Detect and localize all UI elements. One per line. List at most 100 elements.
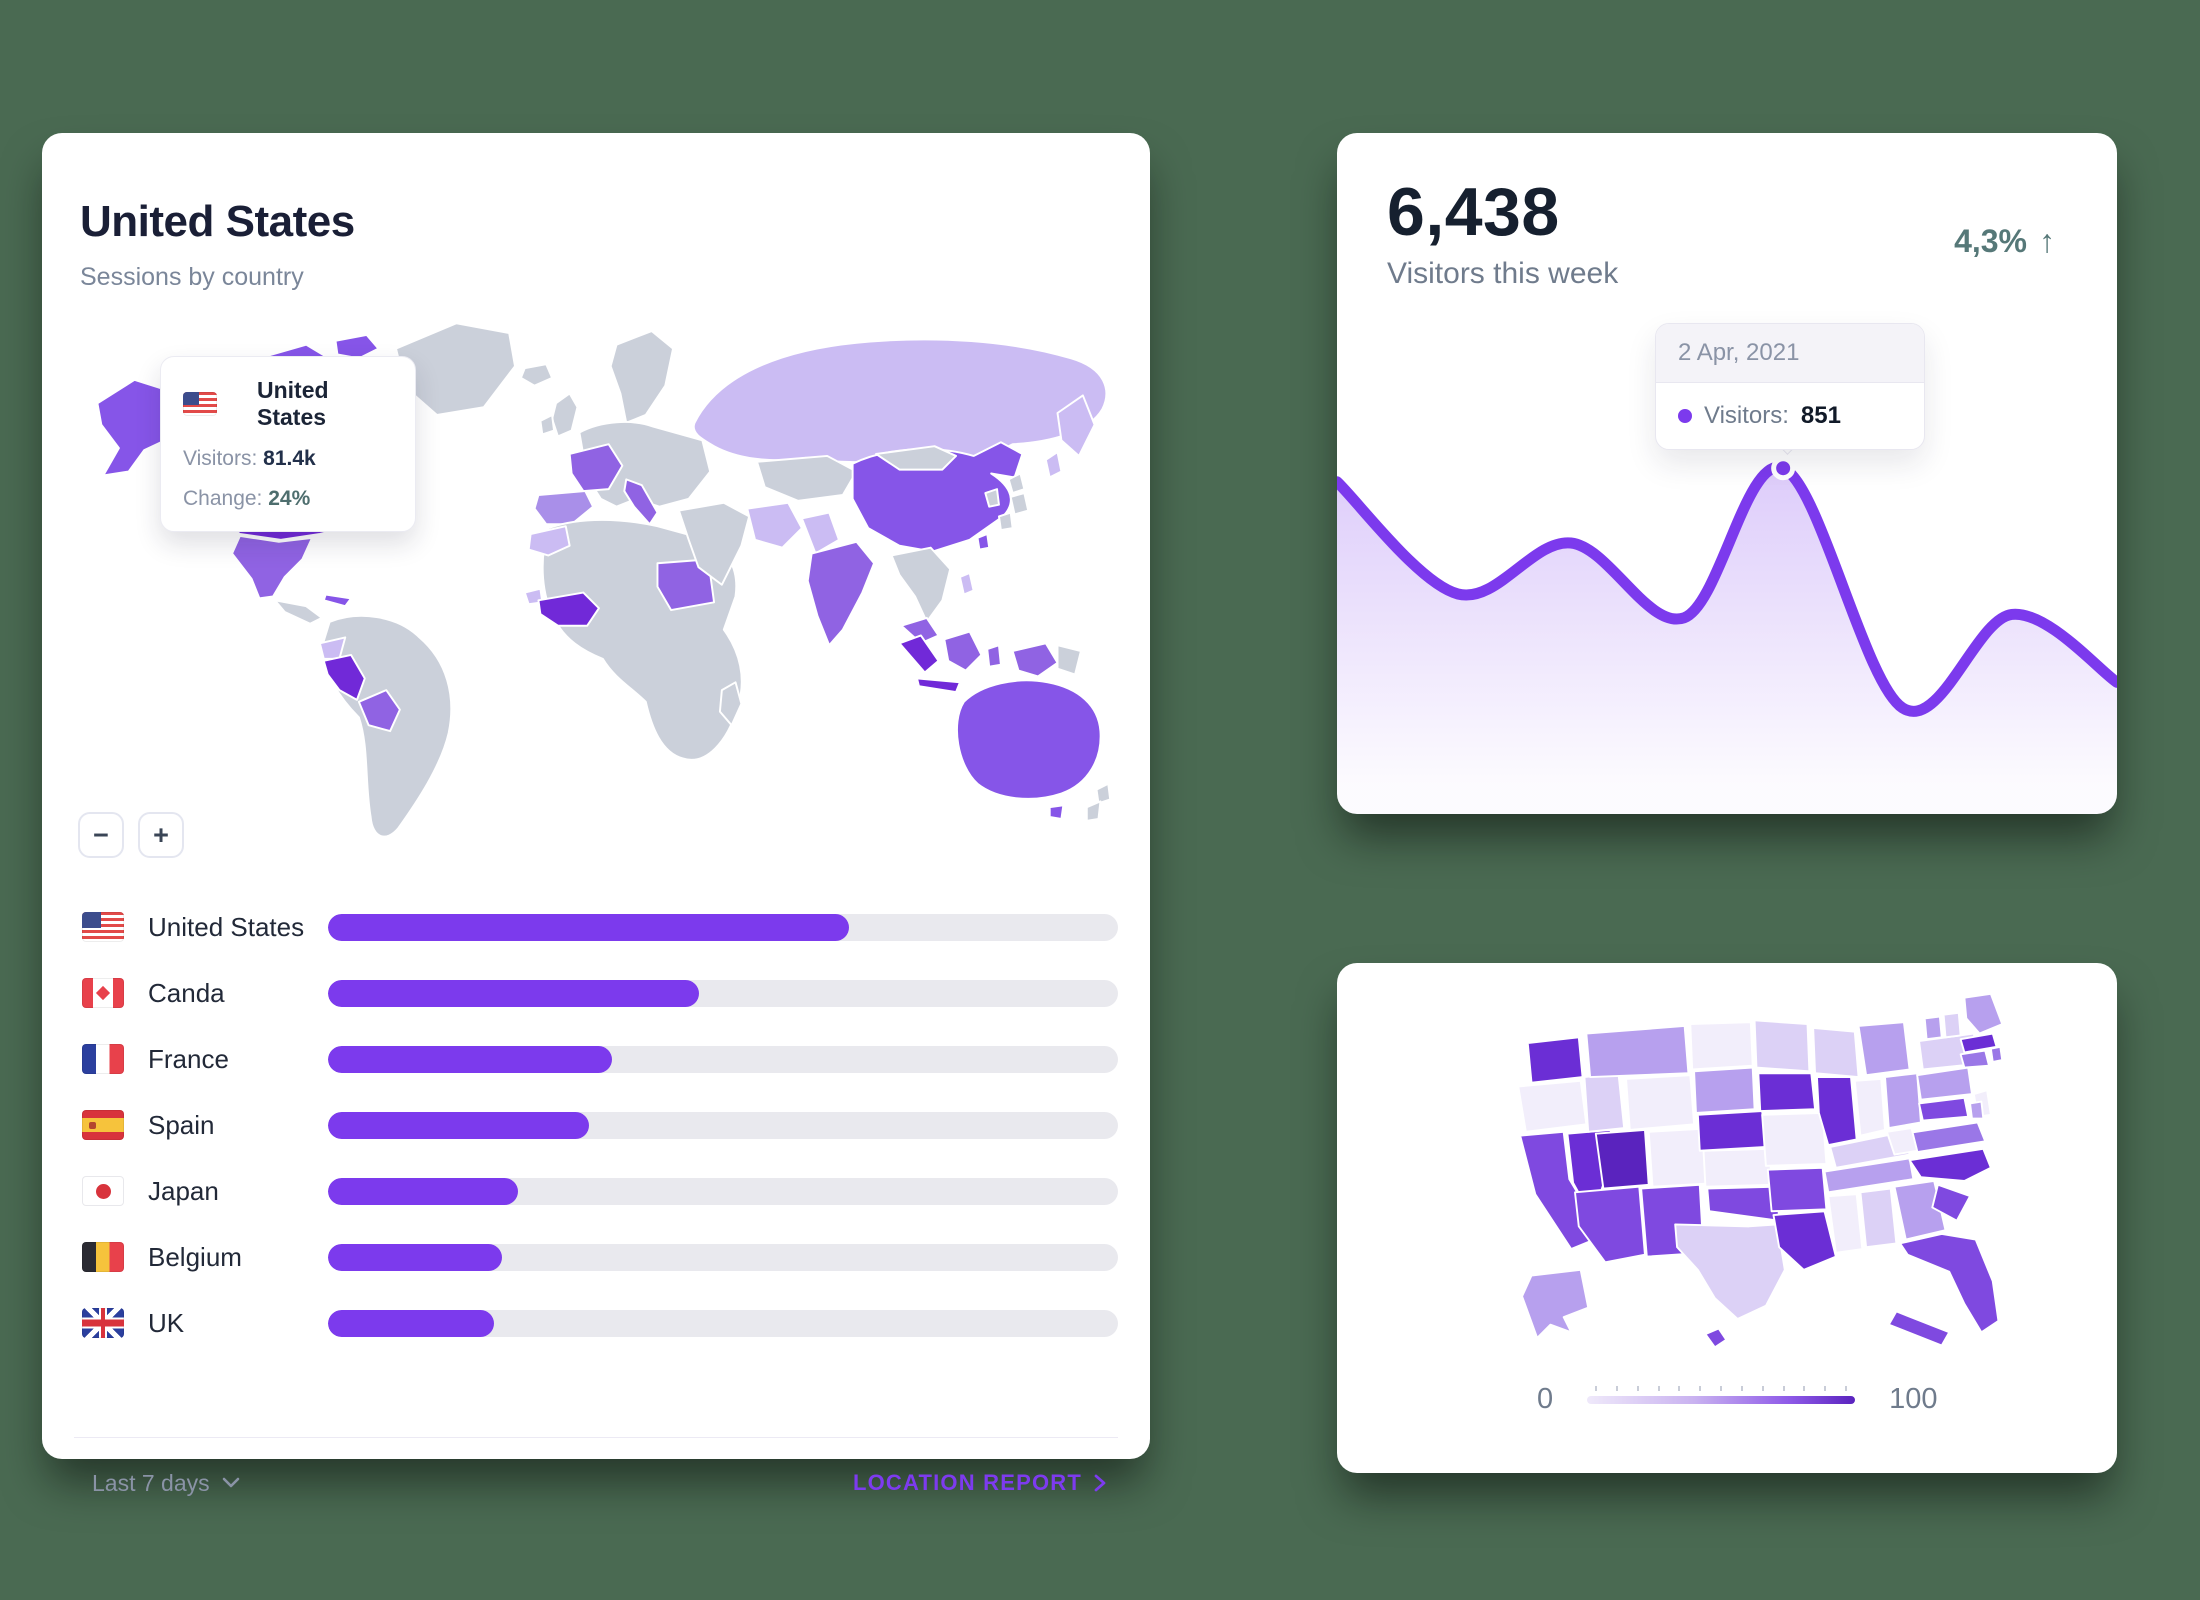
state-UT[interactable] bbox=[1594, 1129, 1650, 1190]
state-AR[interactable] bbox=[1766, 1166, 1828, 1213]
state-IA[interactable] bbox=[1757, 1072, 1817, 1113]
country-korea[interactable] bbox=[984, 488, 1000, 508]
country-ivory-coast-ghana[interactable] bbox=[537, 591, 600, 627]
country-pakistan[interactable] bbox=[800, 511, 840, 555]
country-france[interactable] bbox=[568, 443, 624, 493]
state-MI[interactable] bbox=[1857, 1021, 1911, 1077]
country-row[interactable]: UK bbox=[74, 1290, 1118, 1356]
country-indonesia-sulawesi[interactable] bbox=[986, 644, 1002, 668]
state-GA[interactable] bbox=[1893, 1180, 1947, 1241]
state-PA[interactable] bbox=[1916, 1066, 1973, 1101]
state-IN[interactable] bbox=[1853, 1077, 1886, 1137]
state-CT[interactable] bbox=[1959, 1049, 1990, 1069]
country-peru[interactable] bbox=[322, 654, 366, 701]
state-WA[interactable] bbox=[1526, 1036, 1584, 1084]
country-central-america[interactable] bbox=[274, 599, 323, 625]
state-AK[interactable] bbox=[1521, 1268, 1590, 1339]
zoom-out-button[interactable]: − bbox=[78, 812, 124, 858]
state-FL[interactable] bbox=[1899, 1232, 2000, 1334]
visitors-area-chart[interactable] bbox=[1337, 444, 2117, 814]
country-alaska[interactable] bbox=[96, 378, 175, 477]
country-japan[interactable] bbox=[997, 511, 1014, 532]
state-MN[interactable] bbox=[1753, 1019, 1811, 1073]
country-cuba[interactable] bbox=[322, 593, 353, 608]
state-HI[interactable] bbox=[1704, 1327, 1728, 1349]
state-TN[interactable] bbox=[1823, 1157, 1915, 1194]
country-indonesia-sumatra[interactable] bbox=[898, 634, 940, 674]
state-OH[interactable] bbox=[1884, 1072, 1922, 1130]
state-SC[interactable] bbox=[1931, 1183, 1972, 1222]
state-SD[interactable] bbox=[1693, 1066, 1756, 1114]
state-OK[interactable] bbox=[1706, 1185, 1781, 1222]
state-NH[interactable] bbox=[1942, 1011, 1962, 1039]
state-DE[interactable] bbox=[1969, 1100, 1985, 1120]
state-WY[interactable] bbox=[1625, 1074, 1696, 1131]
country-philippines[interactable] bbox=[958, 572, 975, 596]
country-iran[interactable] bbox=[746, 501, 803, 549]
state-VT[interactable] bbox=[1923, 1015, 1943, 1041]
country-mexico[interactable] bbox=[231, 534, 314, 600]
region-central-asia[interactable] bbox=[756, 454, 858, 502]
state-MO[interactable] bbox=[1761, 1112, 1828, 1167]
country-taiwan[interactable] bbox=[976, 533, 991, 551]
date-range-select[interactable]: Last 7 days bbox=[86, 1469, 246, 1498]
us-choropleth-map[interactable] bbox=[1437, 989, 2023, 1373]
state-NE[interactable] bbox=[1696, 1110, 1767, 1152]
country-uk[interactable] bbox=[551, 392, 579, 438]
state-ND[interactable] bbox=[1689, 1021, 1754, 1071]
region-middle-east[interactable] bbox=[677, 501, 751, 586]
country-new-zealand[interactable] bbox=[1095, 782, 1112, 805]
country-madagascar[interactable] bbox=[718, 681, 743, 727]
country-row[interactable]: Belgium bbox=[74, 1224, 1118, 1290]
country-indonesia-borneo[interactable] bbox=[943, 630, 983, 672]
country-row[interactable]: Japan bbox=[74, 1158, 1118, 1224]
country-russia[interactable] bbox=[692, 338, 1108, 464]
country-bolivia[interactable] bbox=[357, 689, 401, 733]
state-HI-chain[interactable] bbox=[1887, 1310, 1951, 1347]
state-MT[interactable] bbox=[1585, 1025, 1690, 1078]
country-row[interactable]: Spain bbox=[74, 1092, 1118, 1158]
country-morocco[interactable] bbox=[527, 525, 571, 557]
country-japan[interactable] bbox=[1007, 472, 1026, 494]
state-IL[interactable] bbox=[1816, 1076, 1858, 1147]
state-OR[interactable] bbox=[1517, 1079, 1588, 1133]
state-MS[interactable] bbox=[1827, 1193, 1864, 1254]
highlight-point-marker[interactable] bbox=[1771, 456, 1796, 481]
country-iceland[interactable] bbox=[519, 363, 554, 387]
state-MD[interactable] bbox=[1918, 1096, 1970, 1122]
country-scandinavia[interactable] bbox=[609, 330, 675, 424]
state-WV[interactable] bbox=[1885, 1127, 1919, 1156]
zoom-in-button[interactable]: + bbox=[138, 812, 184, 858]
state-WI[interactable] bbox=[1812, 1026, 1860, 1078]
state-LA[interactable] bbox=[1772, 1210, 1837, 1271]
country-ireland[interactable] bbox=[539, 413, 556, 436]
region-europe[interactable] bbox=[578, 421, 712, 508]
state-AZ[interactable] bbox=[1574, 1185, 1646, 1264]
country-new-zealand[interactable] bbox=[1085, 800, 1102, 822]
country-papua-new-guinea[interactable] bbox=[1056, 644, 1082, 676]
state-TX[interactable] bbox=[1674, 1223, 1786, 1320]
country-row[interactable]: France bbox=[74, 1026, 1118, 1092]
country-india[interactable] bbox=[806, 540, 876, 647]
location-report-link[interactable]: LOCATION REPORT bbox=[853, 1470, 1106, 1496]
country-australia[interactable] bbox=[956, 679, 1102, 800]
state-ME[interactable] bbox=[1963, 992, 2004, 1035]
country-russia-kamchatka[interactable] bbox=[1056, 394, 1096, 457]
country-row[interactable]: Canda bbox=[74, 960, 1118, 1026]
country-indonesia-java[interactable] bbox=[916, 677, 961, 694]
state-RI[interactable] bbox=[1989, 1045, 2004, 1063]
country-mongolia[interactable] bbox=[875, 445, 958, 471]
region-se-asia[interactable] bbox=[890, 546, 952, 623]
country-west-papua[interactable] bbox=[1011, 642, 1059, 678]
country-russia-sakhalin[interactable] bbox=[1044, 451, 1063, 479]
state-KS[interactable] bbox=[1702, 1147, 1773, 1188]
country-japan[interactable] bbox=[1009, 492, 1030, 516]
country-row[interactable]: United States bbox=[74, 894, 1118, 960]
country-tasmania[interactable] bbox=[1048, 804, 1065, 820]
state-ID[interactable] bbox=[1583, 1072, 1626, 1133]
state-NC[interactable] bbox=[1908, 1147, 1992, 1182]
state-AL[interactable] bbox=[1859, 1187, 1898, 1249]
country-canada[interactable] bbox=[334, 333, 380, 360]
state-MA[interactable] bbox=[1959, 1032, 1998, 1054]
country-spain[interactable] bbox=[533, 490, 595, 526]
